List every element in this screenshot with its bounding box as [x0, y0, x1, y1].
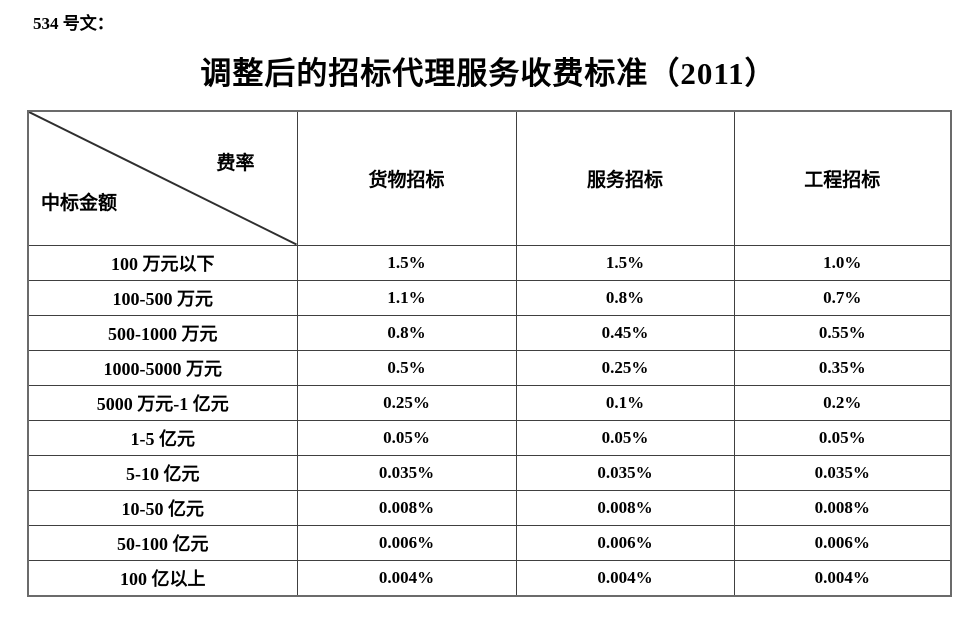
doc-number-label: 534 号文： [33, 14, 114, 33]
amount-cell: 100-500 万元 [27, 279, 298, 316]
diagonal-divider-line [29, 112, 297, 245]
amount-cell: 1-5 亿元 [27, 419, 298, 457]
table-row: 1000-5000 万元 0.5% 0.25% 0.35% [27, 349, 952, 386]
amount-cell: 1000-5000 万元 [27, 349, 298, 386]
works-rate-cell: 0.035% [733, 455, 952, 492]
amount-cell: 50-100 亿元 [27, 525, 298, 562]
goods-rate-cell: 1.5% [296, 244, 517, 281]
services-rate-cell: 0.008% [515, 490, 735, 527]
works-rate-cell: 0.35% [733, 349, 952, 386]
works-rate-cell: 0.7% [733, 279, 952, 316]
amount-cell: 5000 万元-1 亿元 [27, 384, 298, 421]
goods-rate-cell: 0.8% [296, 314, 517, 351]
column-header-works: 工程招标 [733, 110, 952, 246]
services-rate-cell: 0.25% [515, 349, 735, 386]
goods-rate-cell: 1.1% [296, 279, 517, 316]
amount-cell: 5-10 亿元 [27, 455, 298, 492]
services-rate-cell: 0.004% [515, 560, 735, 597]
works-rate-cell: 0.006% [733, 525, 952, 562]
table-row: 10-50 亿元 0.008% 0.008% 0.008% [27, 490, 952, 527]
goods-rate-cell: 0.035% [296, 455, 517, 492]
services-rate-cell: 0.45% [515, 314, 735, 351]
column-header-goods: 货物招标 [296, 110, 517, 246]
diagonal-corner-cell: 费率 中标金额 [27, 110, 298, 246]
amount-cell: 100 亿以上 [27, 560, 298, 597]
services-rate-cell: 0.006% [515, 525, 735, 562]
table-row: 50-100 亿元 0.006% 0.006% 0.006% [27, 525, 952, 562]
goods-rate-cell: 0.004% [296, 560, 517, 597]
works-rate-cell: 0.008% [733, 490, 952, 527]
works-rate-cell: 0.55% [733, 314, 952, 351]
goods-rate-cell: 0.008% [296, 490, 517, 527]
goods-rate-cell: 0.25% [296, 384, 517, 421]
fee-rate-table: 费率 中标金额 货物招标 服务招标 工程招标 100 万元以下 1.5% 1.5… [27, 110, 952, 597]
amount-cell: 500-1000 万元 [27, 314, 298, 351]
corner-label-bid-amount: 中标金额 [41, 192, 118, 214]
table-row: 100 万元以下 1.5% 1.5% 1.0% [27, 244, 952, 281]
corner-label-fee-rate: 费率 [216, 153, 255, 174]
table-row: 1-5 亿元 0.05% 0.05% 0.05% [27, 419, 952, 457]
table-row: 100-500 万元 1.1% 0.8% 0.7% [27, 279, 952, 316]
services-rate-cell: 0.05% [515, 419, 735, 457]
amount-cell: 100 万元以下 [27, 244, 298, 281]
services-rate-cell: 1.5% [515, 244, 735, 281]
header-row: 费率 中标金额 货物招标 服务招标 工程招标 [27, 110, 952, 246]
amount-cell: 10-50 亿元 [27, 490, 298, 527]
works-rate-cell: 0.004% [733, 560, 952, 597]
goods-rate-cell: 0.006% [296, 525, 517, 562]
table-row: 5000 万元-1 亿元 0.25% 0.1% 0.2% [27, 384, 952, 421]
services-rate-cell: 0.035% [515, 455, 735, 492]
page-title: 调整后的招标代理服务收费标准（2011） [200, 56, 777, 91]
table-row: 500-1000 万元 0.8% 0.45% 0.55% [27, 314, 952, 351]
column-header-services: 服务招标 [515, 110, 735, 246]
services-rate-cell: 0.8% [515, 279, 735, 316]
works-rate-cell: 0.2% [733, 384, 952, 421]
works-rate-cell: 0.05% [733, 419, 952, 457]
services-rate-cell: 0.1% [515, 384, 735, 421]
works-rate-cell: 1.0% [733, 244, 952, 281]
table-row: 5-10 亿元 0.035% 0.035% 0.035% [27, 455, 952, 492]
goods-rate-cell: 0.05% [296, 419, 517, 457]
goods-rate-cell: 0.5% [296, 349, 517, 386]
table-row: 100 亿以上 0.004% 0.004% 0.004% [27, 560, 952, 597]
